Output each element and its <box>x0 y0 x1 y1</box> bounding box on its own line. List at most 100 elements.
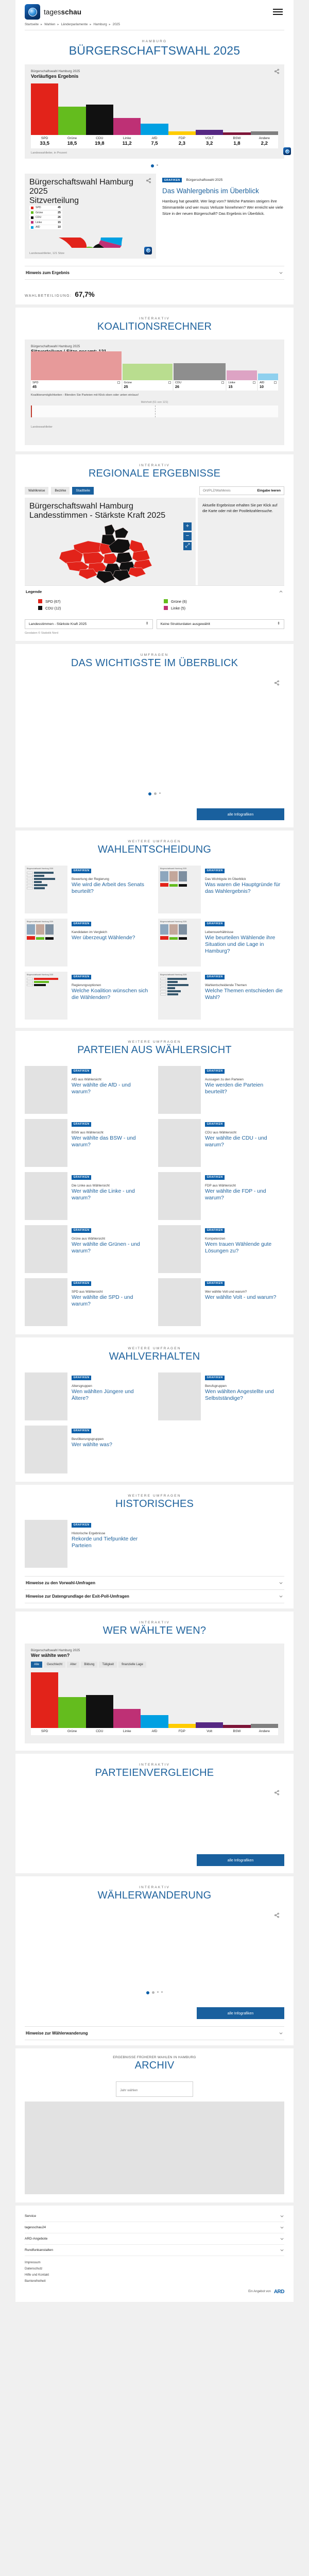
teaser-card[interactable]: GRAFIKEN SPD aus Wählersicht Wer wählte di… <box>25 1278 151 1326</box>
filter-pill-tätigkeit[interactable]: Tätigkeit <box>99 1661 117 1668</box>
vergleiche-carousel[interactable] <box>25 1785 284 1848</box>
teaser-card[interactable]: Bürgerschaftswahl Hamburg 2025 GRAFIKEN Da… <box>158 865 284 913</box>
koalition-checkbox[interactable] <box>168 381 171 384</box>
koalition-column-linke[interactable]: Linke 15 <box>227 370 257 391</box>
archiv-year-field[interactable] <box>116 2081 193 2097</box>
koalition-checkbox[interactable] <box>117 381 120 384</box>
koalition-bar-chart[interactable]: SPD 45 Grüne 25 CDU 26 Linke 15 AfD 10 <box>31 351 278 391</box>
teaser-headline[interactable]: Das Wahlergebnis im Überblick <box>162 187 259 195</box>
breadcrumb-item-3[interactable]: Hamburg <box>93 23 107 26</box>
legend-header[interactable]: Legende <box>25 586 284 598</box>
koalition-column-spd[interactable]: SPD 45 <box>31 351 122 391</box>
teaser-card[interactable]: GRAFIKEN Wer wählte Volt und warum? Wer wä… <box>158 1278 284 1326</box>
teaser-headline[interactable]: Wer überzeugt Wählende? <box>72 935 135 941</box>
teaser-headline[interactable]: Wer wählte was? <box>72 1442 112 1448</box>
koalition-checkbox[interactable] <box>221 381 225 384</box>
accordion-vorwahl-umfragen[interactable]: Hinweise zu den Vorwahl-Umfragen <box>25 1577 284 1590</box>
brand-logo[interactable]: tagesschau <box>25 4 81 20</box>
carousel-dot-1[interactable] <box>154 792 157 795</box>
teaser-card[interactable]: GRAFIKEN CDU aus Wählersicht Wer wählte di… <box>158 1118 284 1167</box>
carousel-dot-2[interactable] <box>157 1991 159 1993</box>
carousel-dot-0[interactable] <box>151 164 154 167</box>
teaser-headline[interactable]: Wer wählte das BSW - und warum? <box>72 1135 136 1148</box>
filter-pill-alter[interactable]: Alter <box>67 1661 80 1668</box>
hamburg-map[interactable] <box>51 522 169 584</box>
share-icon[interactable] <box>274 1790 280 1795</box>
wanderung-carousel-dots[interactable] <box>15 1986 294 2001</box>
teaser-headline[interactable]: Wer wählte die Linke - und warum? <box>72 1188 135 1201</box>
overview-teaser[interactable]: GRAFIKEN Bürgerschaftswahl 2025 Das Wahl… <box>162 174 284 259</box>
archiv-year-input[interactable] <box>120 2088 189 2092</box>
teaser-card[interactable]: GRAFIKEN Die Linke aus Wählersicht Wer wäh… <box>25 1172 151 1220</box>
zoom-in-button[interactable]: + <box>183 522 192 531</box>
teaser-card[interactable]: Bürgerschaftswahl Hamburg 2025 GRAFIKEN Re… <box>25 971 151 1020</box>
teaser-card[interactable]: Bürgerschaftswahl Hamburg 2025 GRAFIKEN Be… <box>25 865 151 913</box>
teaser-headline[interactable]: Wer wählte die SPD - und warum? <box>72 1294 133 1307</box>
footer-link-barrierefreiheit[interactable]: Barrierefreiheit <box>25 2279 46 2283</box>
tab-bezirke[interactable]: Bezirke <box>51 486 70 495</box>
teaser-card[interactable]: Bürgerschaftswahl Hamburg 2025 GRAFIKEN Wa… <box>158 971 284 1020</box>
carousel-dot-3[interactable] <box>161 1991 163 1993</box>
accordion-hinweis-ergebnis[interactable]: Hinweis zum Ergebnis <box>25 266 284 280</box>
teaser-card[interactable]: GRAFIKEN FDP aus Wählersicht Wer wählte di… <box>158 1172 284 1220</box>
teaser-headline[interactable]: Wem trauen Wählende gute Lösungen zu? <box>205 1241 272 1254</box>
footer-row[interactable]: Rundfunkanstalten <box>25 2245 284 2256</box>
carousel-dot-0[interactable] <box>148 792 151 795</box>
koalition-column-cdu[interactable]: CDU 26 <box>174 363 226 391</box>
teaser-headline[interactable]: Welche Koalition wünschen sich die Wähle… <box>72 988 148 1001</box>
footer-row[interactable]: tagesschau24 <box>25 2222 284 2233</box>
carousel-dot-0[interactable] <box>146 1991 149 1994</box>
carousel-dot-1[interactable] <box>157 164 158 166</box>
breadcrumb-item-2[interactable]: Länderparlamente <box>61 23 88 26</box>
koalition-checkbox[interactable] <box>274 381 277 384</box>
footer-link-datenschutz[interactable]: Datenschutz <box>25 2266 43 2270</box>
breadcrumb-item-1[interactable]: Wahlen <box>44 23 56 26</box>
share-icon[interactable] <box>274 1912 280 1918</box>
hamburger-menu-icon[interactable] <box>271 7 284 16</box>
accordion-hinweise-wanderung[interactable]: Hinweise zur Wählerwanderung <box>25 2027 284 2040</box>
footer-link-hilfe-und-kontakt[interactable]: Hilfe und Kontakt <box>25 2273 49 2277</box>
teaser-headline[interactable]: Was waren die Hauptgründe für das Wahler… <box>205 882 281 894</box>
share-icon[interactable] <box>146 178 151 183</box>
clear-input-button[interactable]: Eingabe leeren <box>257 488 281 493</box>
teaser-headline[interactable]: Wie beurteilen Wählende ihre Situation u… <box>205 935 276 954</box>
teaser-headline[interactable]: Wer wählte die FDP - und warum? <box>205 1188 266 1201</box>
teaser-card[interactable]: GRAFIKEN Kompetenzen Wem trauen Wählende g… <box>158 1225 284 1273</box>
filter-pill-bildung[interactable]: Bildung <box>81 1661 98 1668</box>
teaser-card[interactable]: GRAFIKEN Historische Ergebnisse Rekorde un… <box>25 1519 151 1568</box>
zoom-reset-button[interactable]: ⤢ <box>183 541 192 550</box>
tab-stadtteile[interactable]: Stadtteile <box>72 486 94 495</box>
teaser-card[interactable]: Bürgerschaftswahl Hamburg 2025 GRAFIKEN Le… <box>158 918 284 967</box>
all-infographics-button[interactable]: alle Infografiken <box>197 2007 284 2019</box>
teaser-headline[interactable]: Wie wird die Arbeit des Senats beurteilt… <box>72 882 144 894</box>
teaser-card[interactable]: Bürgerschaftswahl Hamburg 2025 GRAFIKEN Ka… <box>25 918 151 967</box>
teaser-headline[interactable]: Wen wählten Jüngere und Ältere? <box>72 1388 134 1401</box>
werwen-filter-pills[interactable]: Alle Geschlecht Alter Bildung Tätigkeit finan… <box>31 1661 278 1668</box>
teaser-card[interactable]: GRAFIKEN Grüne aus Wählersicht Wer wählte … <box>25 1225 151 1273</box>
filter-pill-alle[interactable]: Alle <box>31 1661 43 1668</box>
teaser-headline[interactable]: Wen wählten Angestellte und Selbstständi… <box>205 1388 274 1401</box>
share-icon[interactable] <box>274 680 280 686</box>
teaser-card[interactable]: GRAFIKEN AfD aus Wählersicht Wer wählte di… <box>25 1065 151 1114</box>
teaser-card[interactable]: GRAFIKEN Altersgruppen Wen wählten Jüngere… <box>25 1372 151 1420</box>
footer-link-impressum[interactable]: Impressum <box>25 2260 41 2264</box>
teaser-headline[interactable]: Wer wählte Volt - und warum? <box>205 1294 277 1300</box>
teaser-card[interactable]: GRAFIKEN Aussagen zu den Parteien Wie werd… <box>158 1065 284 1114</box>
zoom-out-button[interactable]: − <box>183 532 192 540</box>
regional-search[interactable]: Eingabe leeren <box>199 486 284 495</box>
all-infographics-button[interactable]: alle Infografiken <box>197 1854 284 1866</box>
teaser-headline[interactable]: Wie werden die Parteien beurteilt? <box>205 1082 264 1095</box>
all-infographics-button[interactable]: alle Infografiken <box>197 808 284 820</box>
tab-wahlkreise[interactable]: Wahlkreise <box>25 486 49 495</box>
filter-pill-finanzielle-lage[interactable]: finanzielle Lage <box>118 1661 146 1668</box>
breadcrumb-item-4[interactable]: 2025 <box>112 23 120 26</box>
carousel-dot-1[interactable] <box>152 1991 154 1994</box>
result-carousel-dots[interactable] <box>15 159 294 174</box>
teaser-headline[interactable]: Wer wählte die CDU - und warum? <box>205 1135 267 1148</box>
search-input[interactable] <box>203 488 254 493</box>
teaser-card[interactable]: GRAFIKEN BSW aus Wählersicht Wer wählte da… <box>25 1118 151 1167</box>
teaser-headline[interactable]: Wer wählte die AfD - und warum? <box>72 1082 131 1095</box>
koalition-checkbox[interactable] <box>252 381 255 384</box>
teaser-headline[interactable]: Wer wählte die Grünen - und warum? <box>72 1241 140 1254</box>
accordion-exit-poll[interactable]: Hinweise zur Datengrundlage der Exit-Pol… <box>25 1590 284 1603</box>
